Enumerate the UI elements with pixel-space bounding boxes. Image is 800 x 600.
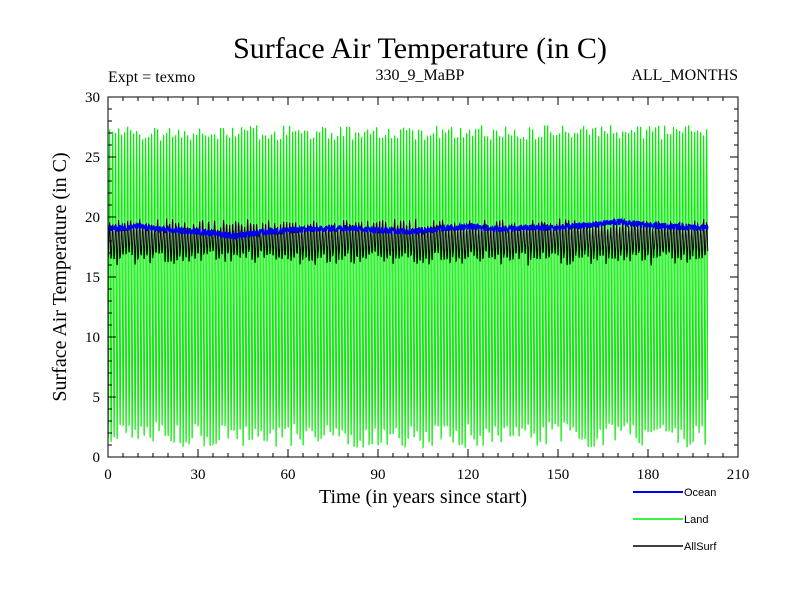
plot-data [107,124,709,450]
y-axis-label: Surface Air Temperature (in C) [49,152,71,401]
ocean-series-line [107,216,709,241]
x-tick-label: 30 [191,467,206,483]
y-tick-label: 5 [93,390,101,406]
x-tick-label: 150 [547,467,570,483]
y-tick-label: 10 [85,330,100,346]
y-tick-label: 25 [85,150,100,166]
y-tick-label: 20 [85,210,100,226]
x-tick-label: 180 [637,467,660,483]
legend-label-land: Land [684,514,708,526]
x-tick-label: 0 [104,467,112,483]
legend-label-ocean: Ocean [684,487,716,499]
allsurf-series-line [107,217,709,266]
chart-title: Surface Air Temperature (in C) [233,32,607,65]
legend: Ocean Land AllSurf [633,487,717,553]
y-tick-label: 30 [85,90,100,106]
experiment-label: Expt = texmo [108,69,195,86]
x-axis-label: Time (in years since start) [319,486,527,508]
x-tick-label: 210 [727,467,750,483]
axes: 0 30 60 90 120 150 180 210 0 5 10 15 20 25 30 [85,90,749,483]
x-tick-label: 90 [371,467,386,483]
y-tick-label: 0 [93,450,101,466]
legend-label-allsurf: AllSurf [684,541,717,553]
x-tick-label: 60 [281,467,296,483]
land-series-line [107,124,709,450]
months-label: ALL_MONTHS [631,67,738,84]
period-label: 330_9_MaBP [376,67,465,84]
y-tick-label: 15 [85,270,100,286]
x-tick-label: 120 [457,467,480,483]
